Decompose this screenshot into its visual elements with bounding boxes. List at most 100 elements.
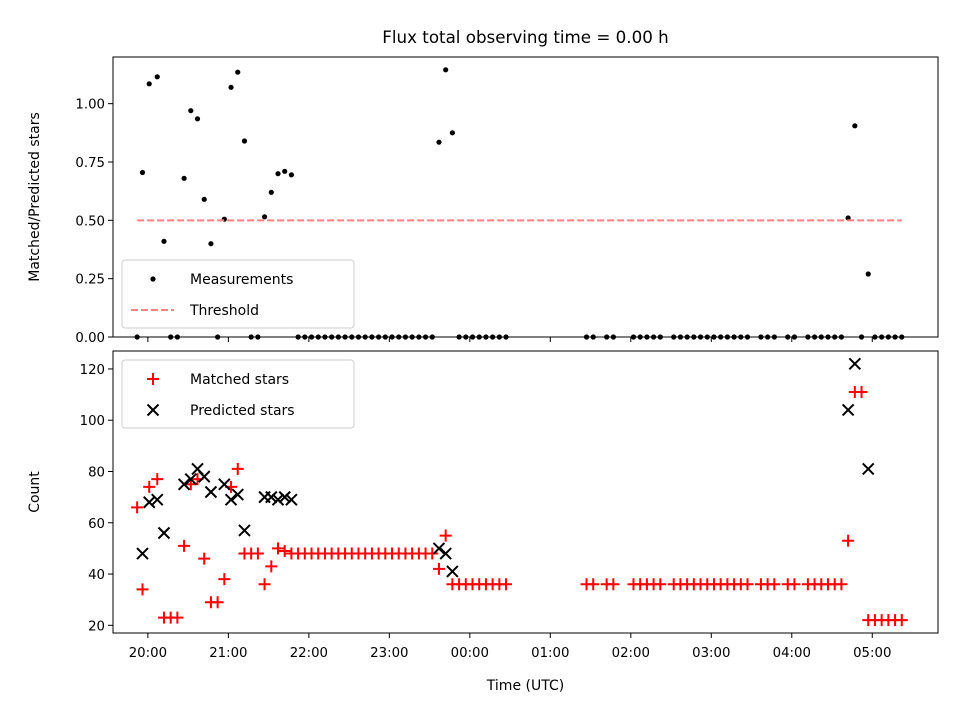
bottom-panel: 20 40 60 80 100 120 20:00 21:00 22:00 23:00 00:00 0… (27, 350, 939, 694)
data-point (235, 69, 241, 75)
data-point (302, 334, 308, 340)
data-point (208, 241, 214, 247)
data-point (744, 334, 751, 340)
y-axis-label: Count (27, 471, 43, 513)
data-point (741, 578, 754, 591)
data-point (832, 334, 838, 340)
data-point (463, 334, 469, 340)
y-tick-label: 100 (80, 414, 105, 429)
data-point (151, 473, 164, 486)
x-tick-label: 01:00 (531, 646, 569, 661)
x-tick-label: 04:00 (773, 646, 811, 661)
data-point (852, 123, 858, 129)
data-point (181, 175, 187, 181)
data-point (651, 334, 657, 340)
y-tick-label: 0.75 (75, 156, 105, 171)
data-point (607, 578, 620, 591)
data-point (432, 562, 445, 575)
data-point (157, 526, 171, 540)
data-point (402, 334, 409, 340)
data-point (194, 116, 201, 122)
data-point (811, 334, 818, 340)
y-tick-label: 0.50 (75, 214, 105, 229)
top-panel: 0.00 0.25 0.50 0.75 1.00 Matched/Predicted st… (27, 27, 939, 346)
data-point (644, 334, 650, 340)
data-point (376, 334, 382, 340)
data-point (704, 334, 710, 340)
data-point (329, 334, 335, 340)
data-point (261, 214, 268, 220)
data-point (855, 386, 868, 399)
legend-box (121, 259, 355, 329)
y-tick-label: 80 (88, 465, 105, 480)
data-point (758, 334, 764, 340)
legend: Measurements Threshold (121, 259, 355, 329)
data-point (201, 196, 207, 202)
data-point (892, 334, 898, 340)
data-point (684, 334, 690, 340)
data-point (198, 552, 211, 565)
data-point (255, 334, 261, 340)
data-point (241, 138, 248, 144)
data-point (224, 493, 238, 506)
data-point (275, 171, 281, 177)
data-point (268, 189, 274, 195)
data-point (382, 334, 388, 340)
data-point (288, 172, 295, 178)
data-point (278, 544, 291, 557)
x-tick-label: 00:00 (451, 646, 489, 661)
legend-label: Threshold (189, 303, 259, 319)
data-point (369, 334, 375, 340)
data-point (184, 472, 198, 486)
data-point (396, 334, 402, 340)
data-point (349, 334, 355, 340)
y-tick-label: 1.00 (75, 98, 105, 113)
data-point (879, 334, 885, 340)
data-point (178, 539, 191, 552)
data-point (139, 169, 146, 176)
data-point (322, 334, 328, 340)
data-point (657, 334, 663, 340)
data-point (587, 578, 600, 591)
data-point (841, 403, 855, 417)
y-tick-label: 20 (88, 619, 105, 634)
data-point (174, 334, 180, 340)
data-point (490, 334, 496, 340)
data-point (583, 334, 590, 340)
data-point (136, 583, 149, 596)
data-point (503, 334, 509, 340)
data-point (218, 573, 231, 586)
data-point (271, 493, 285, 506)
data-point (439, 547, 452, 560)
data-point (188, 108, 194, 114)
data-point (432, 542, 446, 555)
data-point (771, 334, 777, 340)
data-point (496, 334, 502, 340)
data-point (738, 334, 744, 340)
data-point (791, 334, 798, 340)
data-point (677, 334, 684, 340)
data-point (718, 334, 724, 340)
x-axis-label: Time (UTC) (486, 678, 564, 694)
data-point (143, 496, 156, 509)
data-point (211, 596, 224, 609)
data-point (476, 334, 482, 340)
data-point (671, 334, 677, 340)
series-predicted-stars (136, 357, 875, 578)
data-point (456, 334, 462, 340)
data-point (765, 334, 771, 340)
data-point (429, 334, 435, 340)
data-point (168, 334, 174, 340)
data-point (818, 334, 824, 340)
data-point (885, 334, 891, 340)
data-point (218, 478, 231, 491)
y-tick-label: 0.00 (75, 331, 105, 346)
data-point (146, 81, 152, 87)
y-tick-label: 0.25 (75, 273, 105, 288)
data-point (426, 547, 439, 560)
data-point (315, 334, 321, 340)
data-point (654, 578, 667, 591)
data-point (238, 524, 251, 537)
data-point (355, 334, 362, 340)
data-point (872, 334, 878, 340)
